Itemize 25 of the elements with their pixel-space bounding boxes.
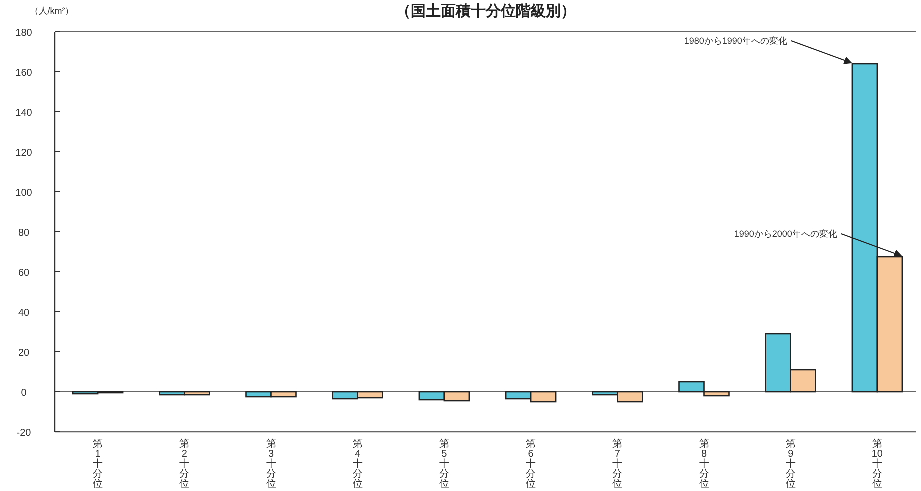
chart-title: （国土面積十分位階級別）	[396, 3, 576, 20]
y-axis-title: （人/km²）	[30, 6, 74, 16]
x-tick-label: 第4十分位	[352, 439, 364, 490]
x-tick-label: 第2十分位	[178, 439, 191, 490]
x-tick-label: 第9十分位	[784, 439, 797, 490]
y-tick-label: 80	[18, 228, 30, 239]
y-tick-label: 180	[16, 28, 33, 39]
x-tick-label: 第5十分位	[438, 439, 450, 490]
y-tick-label: 0	[21, 388, 28, 399]
x-tick-label: 第1十分位	[92, 439, 104, 490]
text: 1990から2000年への変化	[734, 229, 838, 239]
x-tick-label: 第6十分位	[525, 439, 538, 490]
y-tick-label: 140	[16, 108, 33, 119]
y-tick-label: 100	[16, 188, 33, 199]
x-tick-label: 第7十分位	[612, 439, 624, 490]
y-tick-label: 160	[16, 68, 33, 79]
text: 1980から1990年への変化	[684, 36, 788, 46]
y-tick-label: 120	[16, 148, 33, 159]
y-tick-label: 40	[18, 308, 30, 319]
x-tick-label: 第10十分位	[870, 439, 884, 490]
x-tick-label: 第8十分位	[698, 439, 710, 490]
x-tick-label: 第3十分位	[265, 439, 278, 490]
y-tick-label: 20	[18, 348, 30, 359]
y-tick-label: 60	[18, 268, 30, 279]
y-tick-label: -20	[16, 428, 32, 439]
